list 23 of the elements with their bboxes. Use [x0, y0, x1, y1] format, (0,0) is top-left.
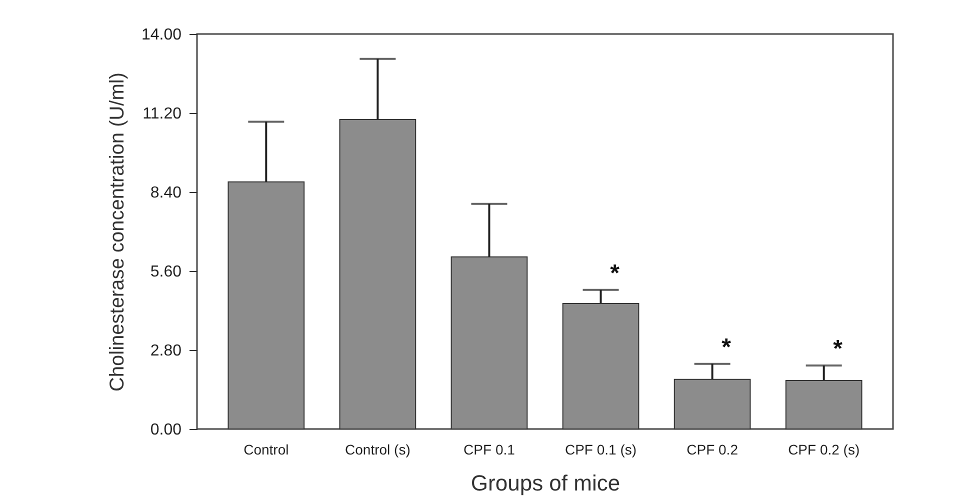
annotation: *	[722, 334, 732, 361]
bar	[228, 181, 305, 430]
x-tick-label: CPF 0.1	[464, 442, 516, 458]
annotation: *	[610, 260, 620, 287]
x-tick-label: CPF 0.2	[686, 442, 738, 458]
x-tick-label: CPF 0.1 (s)	[564, 442, 637, 458]
x-tick-label: CPF 0.2 (s)	[788, 442, 860, 458]
y-tick-label: 0.00	[150, 422, 182, 438]
bar	[339, 118, 416, 430]
annotation: *	[833, 336, 844, 363]
y-tick-label: 2.80	[150, 342, 182, 360]
y-axis-title: Cholinesterase concentration (U/ml)	[106, 72, 128, 392]
y-tick-label: 8.40	[150, 184, 182, 202]
y-tick-label: 14.00	[141, 26, 182, 44]
y-tick-label: 11.20	[142, 106, 182, 122]
y-tick-label: 5.60	[150, 264, 182, 280]
bar	[562, 302, 640, 430]
bar	[785, 380, 862, 430]
x-axis-title: Groups of mice	[470, 470, 620, 496]
bar	[674, 378, 751, 430]
bar	[450, 256, 528, 430]
x-tick-label: Control (s)	[345, 442, 410, 458]
x-tick-label: Control	[244, 442, 289, 458]
